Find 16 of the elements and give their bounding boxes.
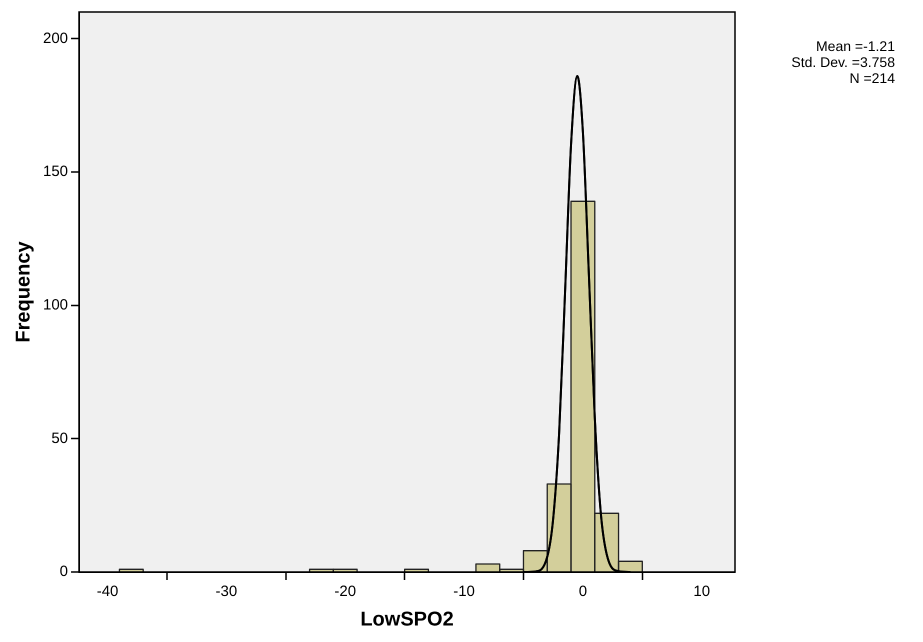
y-tick-label: 50 <box>51 430 68 447</box>
text: Std. Dev. =3.758 <box>791 54 896 70</box>
y-tick-label: 100 <box>42 296 68 314</box>
y-tick-label: 200 <box>42 30 68 47</box>
x-tick-label: -40 <box>96 583 118 600</box>
text: Mean =-1.21 <box>816 38 896 54</box>
x-tick-label: 0 <box>578 583 588 600</box>
y-tick-label: 150 <box>42 163 68 180</box>
x-axis-title: LowSPO2 <box>360 608 454 631</box>
x-tick-label: -20 <box>334 583 356 600</box>
y-axis-title: Frequency <box>12 240 35 343</box>
x-tick-label: -30 <box>216 583 238 600</box>
text: N =214 <box>849 70 896 86</box>
y-tick-label: 0 <box>60 563 68 580</box>
x-tick-label: -10 <box>453 583 475 600</box>
x-tick-label: 10 <box>693 583 710 600</box>
